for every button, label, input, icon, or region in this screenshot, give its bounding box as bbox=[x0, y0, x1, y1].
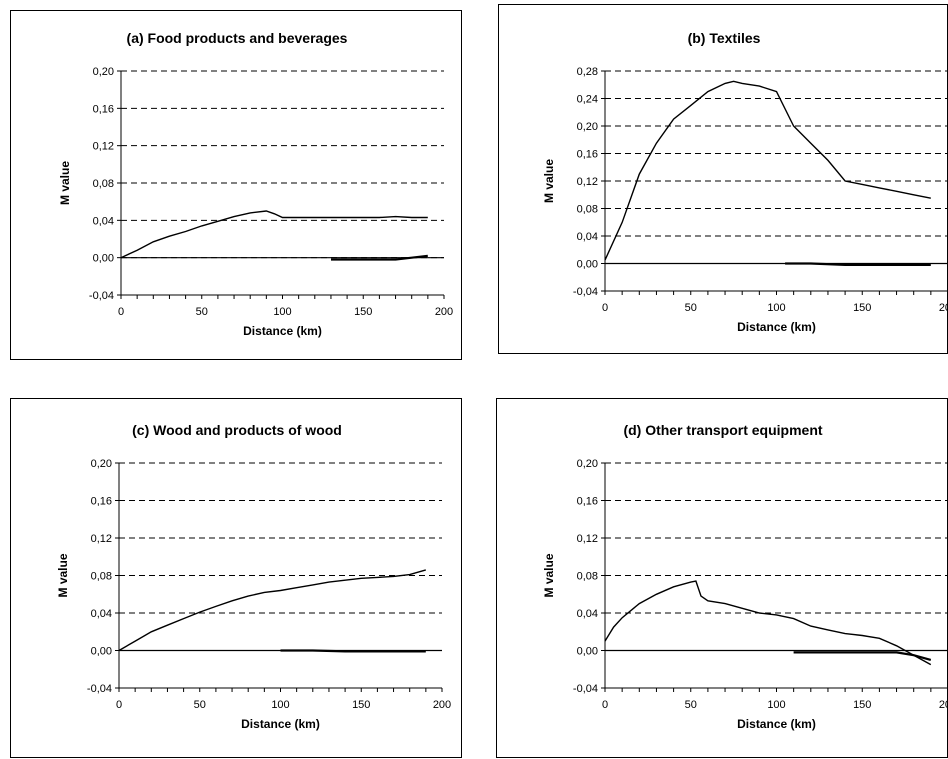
y-tick-label: 0,08 bbox=[577, 204, 598, 216]
series-line-2 bbox=[331, 254, 428, 261]
y-tick-label: -0,04 bbox=[89, 290, 114, 302]
x-tick-label: 100 bbox=[767, 699, 785, 711]
y-tick-label: 0,20 bbox=[577, 458, 598, 470]
x-tick-label: 100 bbox=[271, 699, 289, 711]
chart-svg-b: (b) Textiles -0,04 0,00 0,04 0,08 0,12 0,16 0,2… bbox=[542, 30, 948, 334]
x-tick-label: 0 bbox=[602, 699, 608, 711]
x-tick-label: 50 bbox=[685, 302, 697, 314]
y-tick-label: 0,08 bbox=[577, 571, 598, 583]
chart-svg-d: (d) Other transport equipment -0,04 0,00 0,… bbox=[542, 422, 948, 731]
y-tick-label: 0,20 bbox=[93, 66, 114, 78]
x-tick-label: 50 bbox=[196, 306, 208, 318]
y-tick-label: 0,12 bbox=[93, 141, 114, 153]
y-axis-label: M value bbox=[58, 161, 72, 205]
chart-panel-b: (b) Textiles -0,04 0,00 0,04 0,08 0,12 0,16 0,2… bbox=[498, 4, 948, 354]
x-axis-label: Distance (km) bbox=[737, 320, 816, 334]
y-axis-label: M value bbox=[542, 159, 556, 203]
series-line-1 bbox=[118, 569, 426, 652]
series-line-1 bbox=[604, 580, 932, 666]
y-tick-label: 0,16 bbox=[577, 149, 598, 161]
x-axis-label: Distance (km) bbox=[243, 324, 322, 338]
y-tick-label: 0,24 bbox=[577, 94, 598, 106]
x-axis-label: Distance (km) bbox=[241, 717, 320, 731]
x-tick-label: 200 bbox=[435, 306, 453, 318]
y-tick-label: 0,12 bbox=[577, 176, 598, 188]
chart-title: (a) Food products and beverages bbox=[127, 30, 348, 46]
y-tick-label: 0,12 bbox=[91, 533, 112, 545]
chart-title: (b) Textiles bbox=[688, 30, 761, 46]
chart-svg-a: (a) Food products and beverages -0,04 0,00… bbox=[58, 30, 453, 338]
y-tick-label: 0,04 bbox=[577, 608, 598, 620]
chart-panel-a: (a) Food products and beverages -0,04 0,00… bbox=[10, 10, 462, 360]
y-axis-label: M value bbox=[542, 553, 556, 597]
x-tick-label: 100 bbox=[767, 302, 785, 314]
x-tick-label: 200 bbox=[433, 699, 451, 711]
y-tick-label: 0,16 bbox=[577, 496, 598, 508]
y-tick-label: 0,08 bbox=[91, 571, 112, 583]
series-line-2 bbox=[280, 649, 426, 653]
y-tick-label: 0,00 bbox=[577, 646, 598, 658]
y-tick-label: -0,04 bbox=[573, 683, 598, 695]
x-tick-label: 150 bbox=[352, 699, 370, 711]
x-axis-label: Distance (km) bbox=[737, 717, 816, 731]
y-tick-label: 0,16 bbox=[91, 496, 112, 508]
y-tick-label: 0,12 bbox=[577, 533, 598, 545]
series-line-1 bbox=[604, 80, 931, 261]
x-tick-label: 0 bbox=[118, 306, 124, 318]
chart-svg-c: (c) Wood and products of wood -0,04 0,00 0,… bbox=[56, 422, 451, 731]
series-line-2 bbox=[785, 262, 931, 266]
y-tick-label: -0,04 bbox=[87, 683, 112, 695]
x-tick-label: 200 bbox=[939, 699, 948, 711]
y-tick-label: 0,08 bbox=[93, 178, 114, 190]
y-tick-label: 0,16 bbox=[93, 103, 114, 115]
y-tick-label: 0,00 bbox=[577, 259, 598, 271]
y-tick-label: 0,04 bbox=[93, 215, 114, 227]
series-line-1 bbox=[120, 210, 428, 259]
y-tick-label: 0,20 bbox=[91, 458, 112, 470]
x-tick-label: 50 bbox=[685, 699, 697, 711]
x-tick-label: 150 bbox=[853, 302, 871, 314]
chart-panel-c: (c) Wood and products of wood -0,04 0,00 0,… bbox=[10, 398, 462, 758]
chart-title: (d) Other transport equipment bbox=[623, 422, 822, 438]
x-tick-label: 200 bbox=[939, 302, 948, 314]
x-tick-label: 150 bbox=[853, 699, 871, 711]
series-line-2 bbox=[793, 651, 932, 661]
y-tick-label: 0,04 bbox=[91, 608, 112, 620]
chart-title: (c) Wood and products of wood bbox=[132, 422, 342, 438]
x-tick-label: 0 bbox=[116, 699, 122, 711]
y-tick-label: 0,04 bbox=[577, 231, 598, 243]
y-tick-label: 0,20 bbox=[577, 121, 598, 133]
x-tick-label: 50 bbox=[194, 699, 206, 711]
y-tick-label: 0,00 bbox=[91, 646, 112, 658]
y-tick-label: 0,00 bbox=[93, 253, 114, 265]
x-tick-label: 150 bbox=[354, 306, 372, 318]
chart-panel-d: (d) Other transport equipment -0,04 0,00 0,… bbox=[496, 398, 948, 758]
y-tick-label: -0,04 bbox=[573, 286, 598, 298]
x-tick-label: 100 bbox=[273, 306, 291, 318]
x-tick-label: 0 bbox=[602, 302, 608, 314]
y-tick-label: 0,28 bbox=[577, 66, 598, 78]
y-axis-label: M value bbox=[56, 553, 70, 597]
